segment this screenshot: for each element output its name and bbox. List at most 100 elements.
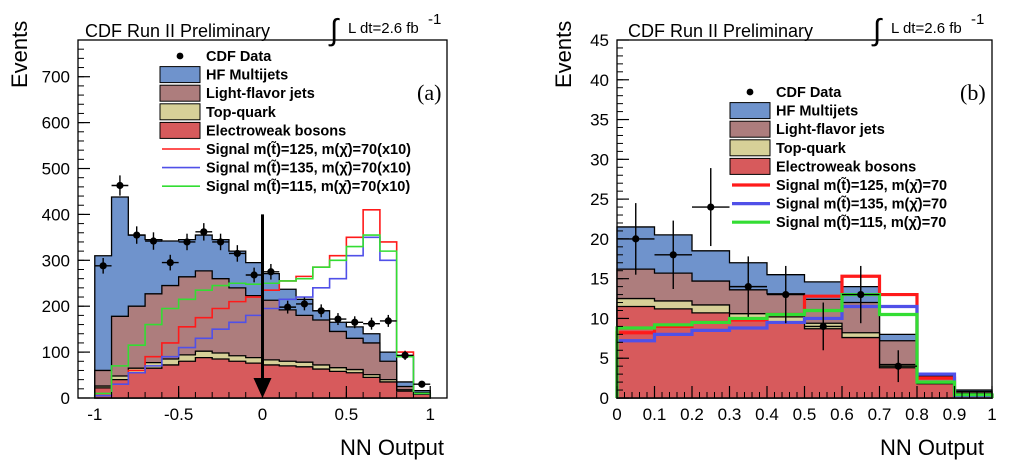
signal-line-2: [615, 304, 994, 398]
legend-entry-label: HF Multijets: [206, 68, 288, 84]
x-tick-label: 0.3: [718, 405, 742, 424]
x-tick-label: 0.5: [335, 405, 359, 424]
y-tick-label: 20: [590, 230, 609, 249]
integral-icon: ∫: [871, 14, 883, 47]
data-point: [133, 231, 141, 239]
panel-a-data-points: [94, 175, 431, 388]
legend-swatch: [159, 121, 201, 139]
panel-a-experiment-title: CDF Run II Preliminary: [85, 21, 270, 41]
integral-icon: ∫: [328, 14, 340, 47]
legend-entry-label: Signal m(t̃)=135, m(χ̄)=70(x10): [206, 159, 411, 176]
y-tick-label: 100: [42, 343, 70, 362]
panel-b-signals: [615, 274, 994, 398]
legend-data-marker: [176, 52, 184, 60]
legend-entry-label: Signal m(t̃)=115, m(χ̄)=70(x10): [206, 178, 410, 195]
y-tick-label: 45: [590, 31, 609, 50]
data-point: [857, 290, 865, 299]
y-tick-label: 40: [590, 71, 609, 90]
y-tick-label: 0: [61, 389, 70, 408]
legend-entry-label: HF Multijets: [776, 104, 858, 120]
x-tick-label: -0.5: [164, 405, 193, 424]
legend-entry-label: Signal m(t̃)=125, m(χ̄)=70(x10): [206, 141, 411, 158]
data-point: [99, 262, 107, 270]
panel-b-frame: 0 5 10 15 20 25 30 35 40 45 0 0.1 0.2 0.3 0.4 0.5 0.6 0.7…: [590, 31, 997, 424]
panel-b-data-points: [617, 168, 917, 383]
panel-b-label: (b): [960, 80, 986, 105]
y-tick-label: 500: [42, 160, 70, 179]
legend-entry-label: Light-flavor jets: [776, 122, 885, 138]
panel-a-ylabel: Events: [7, 21, 32, 88]
x-tick-label: 0.4: [755, 405, 779, 424]
data-point: [401, 351, 409, 359]
panel-a-frame: 0 100 200 300 400 500 600 700 -1 -0.5 0 0.5 1: [42, 39, 448, 424]
data-point: [166, 259, 174, 267]
data-point: [183, 238, 191, 246]
x-tick-label: 0: [258, 405, 267, 424]
data-point: [300, 300, 309, 308]
y-tick-label: 600: [42, 114, 70, 133]
data-point: [284, 303, 292, 311]
x-tick-label: 0: [612, 405, 621, 424]
panel-b-ylabel: Events: [551, 21, 576, 88]
panel-b-legend: CDF Data HF Multijets Light-flavor jets Top…: [729, 85, 947, 231]
legend-entry-label: Signal m(t̃)=135, m(χ̄)=70: [776, 195, 947, 212]
panel-b-experiment-title: CDF Run II Preliminary: [628, 21, 813, 41]
luminosity-exponent: -1: [428, 11, 441, 28]
y-tick-label: 0: [600, 389, 609, 408]
panel-b-xlabel: NN Output: [880, 435, 984, 460]
y-tick-label: 25: [590, 190, 609, 209]
y-tick-label: 400: [42, 205, 70, 224]
y-tick-label: 300: [42, 251, 70, 270]
data-point: [669, 251, 677, 259]
legend-swatch: [159, 66, 201, 84]
luminosity-label: L dt=2.6 fb: [891, 20, 962, 37]
legend-entry-label: Signal m(t̃)=125, m(χ̄)=70: [776, 177, 947, 194]
y-tick-label: 5: [600, 349, 609, 368]
data-point: [418, 380, 426, 388]
legend-swatch: [729, 102, 771, 120]
data-point: [707, 203, 715, 211]
legend-swatch: [159, 103, 201, 121]
data-point: [250, 271, 258, 279]
data-point: [216, 238, 225, 246]
legend-entry-label: Electroweak bosons: [206, 123, 346, 139]
legend-entry-label: Light-flavor jets: [206, 86, 315, 102]
legend-swatch: [159, 84, 201, 102]
x-tick-label: -1: [87, 405, 102, 424]
x-tick-label: 0.5: [793, 405, 817, 424]
data-point: [782, 290, 790, 299]
x-tick-label: 0.6: [830, 405, 854, 424]
x-tick-label: 0.2: [680, 405, 704, 424]
panel-a-luminosity: ∫ L dt=2.6 fb -1: [328, 11, 441, 47]
x-tick-label: 1: [425, 405, 434, 424]
panel-a-xlabel: NN Output: [340, 435, 444, 460]
data-point: [317, 307, 325, 315]
data-point: [149, 237, 158, 245]
panel-b: 0 5 10 15 20 25 30 35 40 45 0 0.1 0.2 0.3 0.4 0.5 0.6 0.7…: [551, 21, 997, 460]
panel-a: 0 100 200 300 400 500 600 700 -1 -0.5 0 0.5 1 CDF Da…: [7, 21, 448, 460]
y-tick-label: 700: [42, 68, 70, 87]
data-point: [351, 318, 359, 326]
x-tick-label: 0.8: [905, 405, 929, 424]
luminosity-label: L dt=2.6 fb: [348, 20, 419, 37]
data-point: [894, 362, 902, 370]
legend-entry-label: Top-quark: [776, 141, 847, 157]
y-tick-label: 35: [590, 111, 609, 130]
x-tick-label: 0.1: [643, 405, 667, 424]
legend-swatch: [729, 157, 771, 175]
data-point: [267, 268, 275, 276]
data-point: [819, 322, 827, 330]
y-tick-label: 10: [590, 309, 609, 328]
legend-entry-label: CDF Data: [776, 85, 842, 101]
legend-entry-label: Signal m(t̃)=115, m(χ̄)=70: [776, 214, 946, 231]
panel-b-luminosity: ∫ L dt=2.6 fb -1: [871, 11, 984, 47]
data-point: [744, 283, 752, 291]
y-tick-label: 15: [590, 270, 609, 289]
data-point: [233, 249, 241, 258]
x-tick-label: 0.7: [868, 405, 892, 424]
legend-entry-label: Top-quark: [206, 105, 277, 121]
data-point: [367, 320, 376, 328]
data-point: [200, 228, 208, 236]
legend-entry-label: CDF Data: [206, 49, 272, 65]
